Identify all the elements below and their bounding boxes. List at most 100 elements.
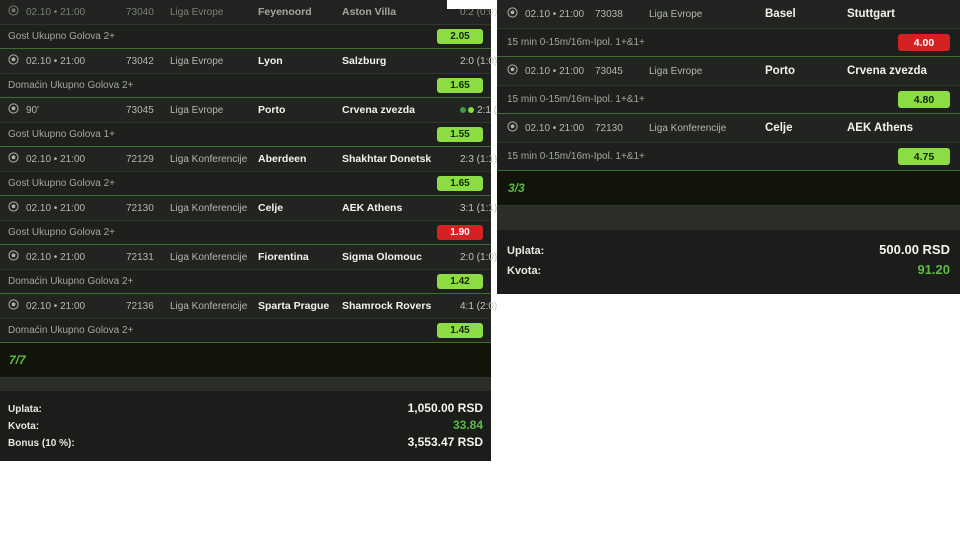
footer-value: 1,050.00 RSD xyxy=(407,401,483,415)
footer-label: Kvota: xyxy=(507,265,542,277)
event-row[interactable]: 02.10 • 21:00 72129 Liga Konferencije Ab… xyxy=(0,147,512,171)
bet-row: Gost Ukupno Golova 2+ 1.90 xyxy=(0,220,491,244)
event-block: 02.10 • 21:00 72130 Liga Konferencije Ce… xyxy=(0,196,497,245)
bet-row: 15 min 0-15m/16m-Ipol. 1+&1+ 4.80 xyxy=(497,85,960,113)
event-row[interactable]: 02.10 • 21:00 73038 Liga Evrope Basel St… xyxy=(497,0,960,28)
odd-badge[interactable]: 4.80 xyxy=(898,91,950,108)
event-time: 02.10 • 21:00 xyxy=(26,300,86,312)
event-score: 3:1 (1:1) xyxy=(460,202,498,214)
footer-row: Uplata: 500.00 RSD xyxy=(507,242,950,262)
bet-name: Gost Ukupno Golova 2+ xyxy=(8,31,116,42)
home-team: Fiorentina xyxy=(258,251,309,263)
odd-badge[interactable]: 1.45 xyxy=(437,323,483,338)
footer-label: Bonus (10 %): xyxy=(8,438,75,449)
soccer-ball-icon xyxy=(507,121,521,135)
event-row[interactable]: 02.10 • 21:00 72136 Liga Konferencije Sp… xyxy=(0,294,497,318)
event-score: 2:0 (1:0) xyxy=(460,251,498,263)
bet-name: Domaćin Ukupno Golova 2+ xyxy=(8,276,134,287)
event-list: 02.10 • 21:00 73040 Liga Evrope Feyenoor… xyxy=(0,0,529,343)
event-league: Liga Konferencije xyxy=(649,122,727,134)
away-team: Aston Villa xyxy=(342,6,397,18)
bet-name: Gost Ukupno Golova 2+ xyxy=(8,227,116,238)
event-league: Liga Evrope xyxy=(170,104,224,116)
event-code: 72136 xyxy=(126,300,154,312)
footer-label: Uplata: xyxy=(507,245,545,257)
footer-label: Uplata: xyxy=(8,404,42,415)
event-league: Liga Konferencije xyxy=(170,153,248,165)
soccer-ball-icon xyxy=(8,54,22,68)
odd-badge[interactable]: 2.05 xyxy=(437,29,483,44)
score-cell: 4:1 (2:0) xyxy=(460,301,497,312)
ticket-footer: Uplata: 500.00 RSD Kvota: 91.20 xyxy=(497,230,960,294)
score-cell: 2:0 (1:0) xyxy=(460,252,497,263)
event-time: 02.10 • 21:00 xyxy=(26,6,86,18)
ticket-footer: Uplata: 1,050.00 RSD Kvota: 33.84 Bonus … xyxy=(0,391,491,461)
event-code: 73040 xyxy=(126,6,154,18)
odd-badge[interactable]: 1.55 xyxy=(437,127,483,142)
event-row[interactable]: 02.10 • 21:00 73040 Liga Evrope Feyenoor… xyxy=(0,0,497,24)
event-score: 2:1 (1:1) xyxy=(477,104,515,116)
odd-badge[interactable]: 4.00 xyxy=(898,34,950,51)
event-row[interactable]: 02.10 • 21:00 73042 Liga Evrope Lyon Sal… xyxy=(0,49,497,73)
odd-badge[interactable]: 1.65 xyxy=(437,176,483,191)
event-block: 90' 73045 Liga Evrope Porto Crvena zvezd… xyxy=(0,98,529,147)
soccer-ball-icon xyxy=(8,103,22,117)
bet-row: Domaćin Ukupno Golova 2+ 1.65 xyxy=(0,73,491,97)
bet-row: Gost Ukupno Golova 2+ 1.65 xyxy=(0,171,491,195)
event-code: 73045 xyxy=(595,65,623,77)
away-team: AEK Athens xyxy=(847,122,914,134)
home-team: Basel xyxy=(765,8,796,20)
event-league: Liga Evrope xyxy=(170,6,224,18)
footer-value: 3,553.47 RSD xyxy=(407,435,483,449)
bet-row: Gost Ukupno Golova 2+ 2.05 xyxy=(0,24,491,48)
footer-row: Bonus (10 %): 3,553.47 RSD xyxy=(8,435,483,452)
odd-badge[interactable]: 1.42 xyxy=(437,274,483,289)
bet-ticket-right: 02.10 • 21:00 73038 Liga Evrope Basel St… xyxy=(497,0,960,294)
event-time: 02.10 • 21:00 xyxy=(26,202,86,214)
home-team: Aberdeen xyxy=(258,153,307,165)
footer-value: 33.84 xyxy=(452,418,483,432)
odd-badge[interactable]: 4.75 xyxy=(898,148,950,165)
footer-row: Uplata: 1,050.00 RSD xyxy=(8,401,483,418)
event-league: Liga Konferencije xyxy=(170,300,248,312)
bet-name: 15 min 0-15m/16m-Ipol. 1+&1+ xyxy=(507,151,645,162)
home-team: Feyenoord xyxy=(258,6,312,18)
footer-label: Kvota: xyxy=(8,421,40,432)
event-row[interactable]: 02.10 • 21:00 73045 Liga Evrope Porto Cr… xyxy=(497,57,960,85)
home-team: Porto xyxy=(258,104,286,116)
home-team: Celje xyxy=(258,202,284,214)
away-team: Sigma Olomouc xyxy=(342,251,422,263)
event-time: 90' xyxy=(26,104,40,116)
bet-row: 15 min 0-15m/16m-Ipol. 1+&1+ 4.75 xyxy=(497,142,960,170)
event-row[interactable]: 02.10 • 21:00 72131 Liga Konferencije Fi… xyxy=(0,245,497,269)
odd-badge[interactable]: 1.90 xyxy=(437,225,483,240)
event-league: Liga Evrope xyxy=(170,55,224,67)
bet-row: Domaćin Ukupno Golova 2+ 1.45 xyxy=(0,318,491,342)
event-time: 02.10 • 21:00 xyxy=(26,251,86,263)
bet-name: Gost Ukupno Golova 1+ xyxy=(8,129,116,140)
event-time: 02.10 • 21:00 xyxy=(26,55,86,67)
event-league: Liga Evrope xyxy=(649,65,703,77)
event-row[interactable]: 02.10 • 21:00 72130 Liga Konferencije Ce… xyxy=(0,196,497,220)
event-score: 2:0 (1:0) xyxy=(460,55,498,67)
home-team: Porto xyxy=(765,65,796,77)
event-code: 72131 xyxy=(126,251,154,263)
event-block: 02.10 • 21:00 73040 Liga Evrope Feyenoor… xyxy=(0,0,497,49)
event-list: 02.10 • 21:00 73038 Liga Evrope Basel St… xyxy=(497,0,960,171)
away-team: Stuttgart xyxy=(847,8,895,20)
event-time: 02.10 • 21:00 xyxy=(525,122,585,134)
away-team: Crvena zvezda xyxy=(342,104,415,116)
footer-row: Kvota: 33.84 xyxy=(8,418,483,435)
event-code: 73042 xyxy=(126,55,154,67)
event-block: 02.10 • 21:00 72130 Liga Konferencije Ce… xyxy=(497,114,960,171)
odd-badge[interactable]: 1.65 xyxy=(437,78,483,93)
home-team: Sparta Prague xyxy=(258,300,330,312)
event-code: 72129 xyxy=(126,153,154,165)
event-code: 73045 xyxy=(126,104,154,116)
corner-notch xyxy=(447,0,491,9)
event-row[interactable]: 90' 73045 Liga Evrope Porto Crvena zvezd… xyxy=(0,98,529,122)
away-team: Salzburg xyxy=(342,55,387,67)
event-code: 73038 xyxy=(595,8,623,20)
away-team: AEK Athens xyxy=(342,202,403,214)
event-row[interactable]: 02.10 • 21:00 72130 Liga Konferencije Ce… xyxy=(497,114,960,142)
